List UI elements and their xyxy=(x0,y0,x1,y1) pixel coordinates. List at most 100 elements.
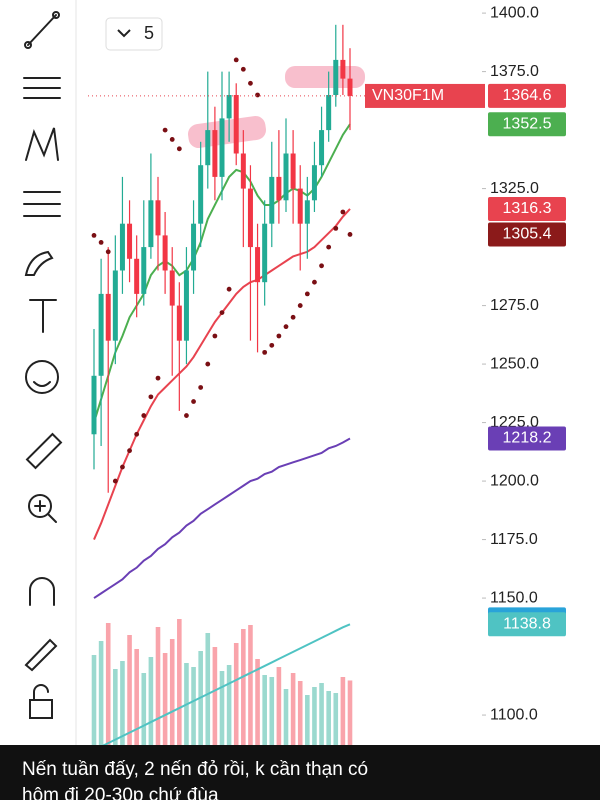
sar-dot xyxy=(226,286,232,292)
sar-dot xyxy=(191,399,196,404)
emoji-tool[interactable] xyxy=(25,360,59,394)
lock-draw-tool[interactable] xyxy=(24,638,58,672)
prediction-tool[interactable] xyxy=(23,191,61,217)
sar-dot xyxy=(219,310,225,316)
candle-body xyxy=(141,247,147,294)
candle-body xyxy=(276,176,282,201)
symbol-tag: VN30F1M xyxy=(372,87,444,104)
sar-dot xyxy=(319,263,324,269)
sar-dot xyxy=(304,291,310,297)
sar-dot xyxy=(105,249,111,255)
volume-bar xyxy=(319,683,324,745)
fib-tool[interactable] xyxy=(23,77,61,99)
candle-body xyxy=(262,223,268,283)
sar-dot xyxy=(120,464,125,470)
price-tag-bg xyxy=(488,426,566,451)
indicator-line xyxy=(93,208,351,540)
lock-tool[interactable] xyxy=(29,684,53,719)
candle-body xyxy=(297,188,303,224)
candle-body xyxy=(247,188,253,248)
candle-body xyxy=(269,176,275,224)
volume-bar xyxy=(312,687,317,745)
candle-body xyxy=(326,94,332,131)
price-tag-bg xyxy=(488,83,566,108)
volume-bar xyxy=(169,639,175,745)
sar-dot xyxy=(233,57,239,63)
candle-body xyxy=(255,247,261,283)
zoom-tool[interactable] xyxy=(28,494,57,523)
sar-dot xyxy=(98,240,104,245)
candle-body xyxy=(283,153,289,201)
sar-dot xyxy=(326,244,332,250)
sar-dot xyxy=(141,413,147,418)
price-tag-bg xyxy=(488,112,566,137)
volume-bar xyxy=(340,677,346,745)
sar-dot xyxy=(333,225,339,231)
volume-bar xyxy=(269,677,275,745)
indicator-line xyxy=(93,623,351,752)
sar-dot xyxy=(112,478,118,484)
volume-bar xyxy=(98,641,104,745)
sar-dot xyxy=(212,333,218,339)
candle-body xyxy=(155,200,161,236)
volume-bar xyxy=(262,675,267,745)
price-tag: 1352.5 xyxy=(503,115,552,132)
candle-body xyxy=(319,130,325,166)
candle-body xyxy=(347,78,353,96)
volume-bar xyxy=(177,619,182,745)
candle-body xyxy=(169,270,175,306)
candle-body xyxy=(240,153,246,189)
ruler-tool[interactable] xyxy=(25,432,63,470)
trend-line-tool[interactable] xyxy=(24,11,60,49)
interval-label: 5 xyxy=(144,23,154,43)
sar-dot xyxy=(283,324,289,330)
candle-body xyxy=(191,223,197,271)
volume-bar xyxy=(297,681,303,745)
y-tick-label: 1400.0 xyxy=(490,4,539,21)
candle-body xyxy=(105,293,111,341)
candle-body xyxy=(226,94,232,119)
caption-line: Nến tuần đấy, 2 nến đỏ rồi, k cần thạn c… xyxy=(22,759,368,780)
candle-body xyxy=(198,165,204,224)
sar-dot xyxy=(205,361,211,367)
caption-box xyxy=(0,745,600,800)
volume-bar xyxy=(113,669,118,745)
sar-dot xyxy=(240,66,246,72)
sar-dot xyxy=(276,333,282,339)
volume-bar xyxy=(233,643,239,745)
candle-body xyxy=(311,165,317,201)
caption-line: hôm đi 20-30p chứ đùa xyxy=(22,785,219,800)
price-tag: 1316.3 xyxy=(503,200,552,217)
volume-bar xyxy=(120,661,125,745)
volume-bar xyxy=(347,680,353,745)
candle-body xyxy=(119,223,125,271)
sar-dot xyxy=(134,431,140,437)
volume-bar xyxy=(134,649,139,745)
y-tick-label: 1175.0 xyxy=(490,531,538,548)
sar-dot xyxy=(176,146,182,152)
magnet-tool[interactable] xyxy=(29,577,55,606)
sar-dot xyxy=(248,80,253,86)
y-tick-label: 1150.0 xyxy=(490,589,538,606)
y-tick-label: 1375.0 xyxy=(490,63,539,80)
sar-dot xyxy=(347,232,353,237)
price-tag: 1138.8 xyxy=(503,615,551,632)
volume-bar xyxy=(141,673,147,745)
sar-dot xyxy=(148,394,154,400)
text-tool[interactable] xyxy=(29,299,57,333)
interval-select[interactable] xyxy=(105,17,163,51)
price-tag: 1364.6 xyxy=(503,87,552,104)
pattern-tool[interactable] xyxy=(25,127,59,161)
sar-dot xyxy=(255,92,260,98)
sar-dot xyxy=(91,232,97,238)
price-tag: 1305.4 xyxy=(503,226,552,243)
candle-body xyxy=(183,270,189,341)
candle-body xyxy=(212,130,218,177)
brush-tool[interactable] xyxy=(24,250,54,276)
price-tag: 1218.2 xyxy=(503,430,552,447)
candle-body xyxy=(340,59,346,79)
price-tag-bg xyxy=(488,222,566,247)
volume-bar xyxy=(91,655,97,745)
